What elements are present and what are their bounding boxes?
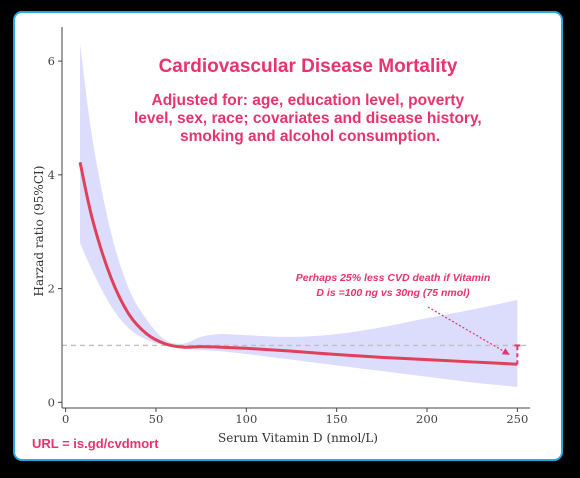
plot-area (62, 44, 530, 387)
x-tick-label: 150 (326, 412, 348, 426)
x-tick-label: 250 (506, 412, 528, 426)
x-tick-label: 0 (62, 412, 69, 426)
chart-subtitle-line3: smoking and alcohol consumption. (180, 128, 440, 145)
x-tick-label: 200 (416, 412, 438, 426)
chart-subtitle: Adjusted for: age, education level, pove… (134, 92, 486, 145)
annotation-line1: Perhaps 25% less CVD death if Vitamin (296, 272, 491, 284)
footer-url: URL = is.gd/cvdmort (32, 436, 159, 451)
chart-title: Cardiovascular Disease Mortality (159, 56, 458, 77)
chart-subtitle-line1: Adjusted for: age, education level, pove… (152, 92, 465, 109)
axes: 0 50 100 150 200 250 0 2 4 6 (48, 27, 530, 426)
estimate-line (78, 162, 518, 366)
y-tick-label: 0 (48, 395, 55, 409)
x-axis-label: Serum Vitamin D (nmol/L) (218, 431, 378, 445)
x-tick-label: 50 (149, 412, 164, 426)
y-tick-label: 4 (48, 168, 55, 182)
ci-band (80, 44, 518, 387)
chart-subtitle-line2: level, sex, race; covariates and disease… (134, 110, 482, 127)
y-tick-label: 2 (48, 282, 55, 296)
x-tick-label: 100 (235, 412, 257, 426)
y-axis-label: Harzad ratio (95%CI) (32, 166, 46, 297)
y-tick-label: 6 (48, 54, 55, 68)
annotation-line2: D is =100 ng vs 30ng (75 nmol) (316, 287, 470, 299)
